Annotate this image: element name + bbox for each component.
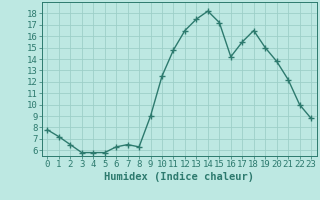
X-axis label: Humidex (Indice chaleur): Humidex (Indice chaleur) [104, 172, 254, 182]
